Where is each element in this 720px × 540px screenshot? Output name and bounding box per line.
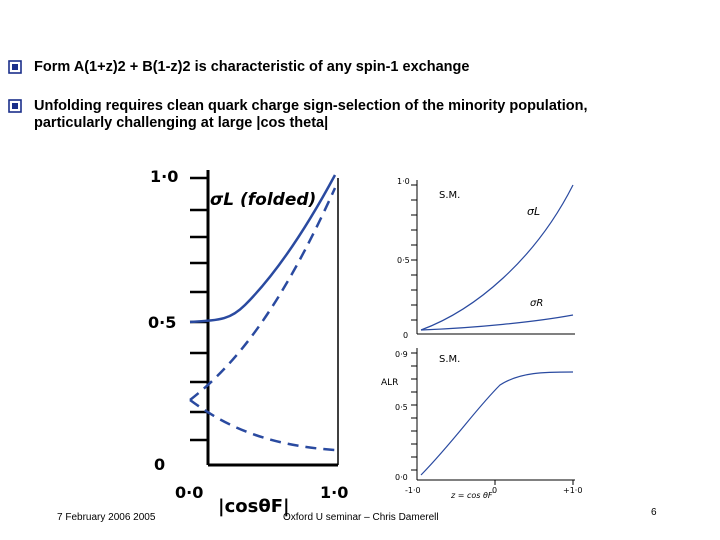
left-plot-title: σL (folded) (210, 190, 316, 210)
right-bottom-x-axis-label: z = cos θF (450, 491, 493, 500)
left-y-mid-label: 0·5 (148, 313, 176, 332)
right-bottom-ALR-curve (420, 371, 574, 476)
left-y-zero-label: 0 (154, 455, 165, 474)
left-plot: 1·0 0·5 0 0·0 1·0 |cosθF| σL (folded) (148, 167, 348, 517)
right-bottom-x-left-label: -1·0 (405, 486, 421, 495)
right-top-sm-label: S.M. (439, 190, 460, 201)
right-bottom-x-right-label: +1·0 (563, 486, 582, 495)
right-bottom-y-top-label: 0·9 (395, 350, 408, 359)
right-bottom-y-axis-label: ALR (381, 378, 398, 388)
left-x-end-label: 1·0 (320, 483, 348, 502)
left-dashed-lower-curve (189, 398, 336, 452)
bullet-2-line1: Unfolding requires clean quark charge si… (34, 98, 588, 114)
right-top-ticks (411, 184, 417, 321)
right-top-y-mid-label: 0·5 (397, 256, 410, 265)
right-plot: 1·0 0·5 0 S.M. σL σR 0·9 0·5 0·0 ALR S.M… (381, 177, 582, 500)
bullet-2-line2: particularly challenging at large |cos t… (34, 115, 329, 131)
left-x-axis-label: |cosθF| (218, 496, 290, 517)
right-bottom-sm-label: S.M. (439, 354, 460, 365)
right-bottom-y-mid-label: 0·5 (395, 403, 408, 412)
right-top-sigmaR-label: σR (530, 298, 543, 309)
left-y-top-label: 1·0 (150, 167, 178, 186)
right-bottom-ticks (411, 352, 574, 485)
left-x-start-label: 0·0 (175, 483, 203, 502)
right-bottom-y-zero-label: 0·0 (395, 473, 408, 482)
checkbox-bullet-icon (8, 60, 22, 74)
checkbox-bullet-icon (8, 99, 22, 113)
footer-date: 7 February 2006 2005 (57, 512, 156, 523)
right-top-sigmaR-curve (420, 314, 574, 331)
page-number: 6 (651, 507, 657, 518)
right-top-y-top-label: 1·0 (397, 177, 410, 186)
footer-seminar: Oxford U seminar – Chris Damerell (283, 512, 439, 523)
right-top-y-zero-label: 0 (403, 331, 408, 340)
bullet-1-text: Form A(1+z)2 + B(1-z)2 is characteristic… (34, 59, 470, 75)
left-dashed-upper-curve (189, 187, 337, 401)
left-solid-curve (189, 174, 337, 324)
right-bottom-x-mid-label: 0 (492, 486, 497, 495)
right-top-sigmaL-label: σL (527, 205, 540, 218)
right-top-sigmaL-curve (420, 184, 574, 331)
